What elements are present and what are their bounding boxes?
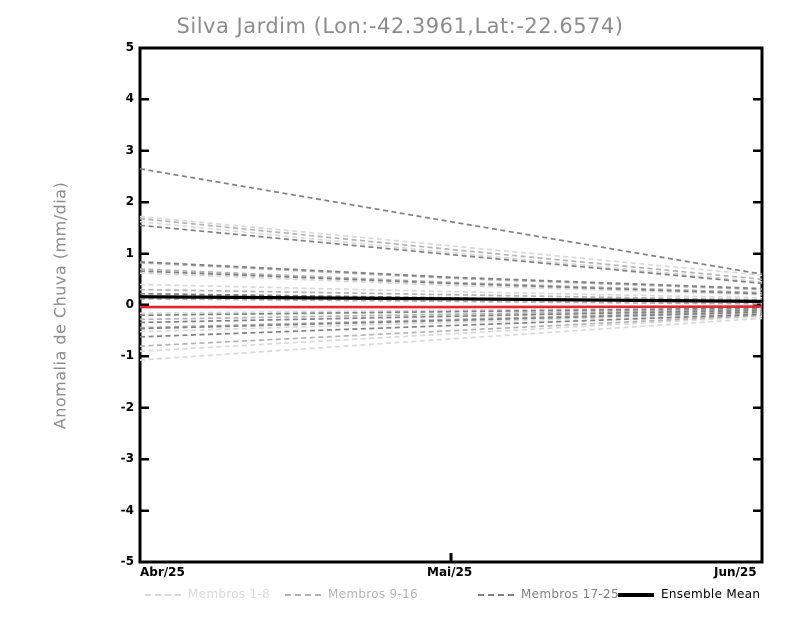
legend-swatch-icon bbox=[285, 594, 321, 596]
y-tick-label: -2 bbox=[120, 399, 134, 414]
series-line bbox=[139, 311, 763, 330]
x-tick-label: Abr/25 bbox=[140, 565, 185, 579]
series-line bbox=[139, 317, 763, 361]
y-tick-label: -3 bbox=[120, 451, 134, 466]
series-line bbox=[139, 306, 763, 315]
x-tick-label: Jun/25 bbox=[714, 565, 757, 579]
series-line bbox=[139, 307, 763, 317]
series-line bbox=[139, 167, 763, 275]
chart-legend: Membros 1-8 Membros 9-16 Membros 17-25 Ense… bbox=[0, 585, 800, 605]
series-line bbox=[139, 283, 763, 299]
plot-frame bbox=[138, 46, 764, 564]
legend-label: Ensemble Mean bbox=[661, 587, 761, 601]
series-line bbox=[139, 270, 763, 295]
legend-item[interactable]: Membros 17-25 bbox=[478, 585, 619, 603]
series-line bbox=[139, 268, 763, 294]
series-line bbox=[139, 272, 763, 296]
y-tick-label: 3 bbox=[125, 142, 134, 157]
series-line bbox=[139, 315, 763, 353]
series-line bbox=[139, 260, 763, 290]
series-line bbox=[139, 262, 763, 291]
y-tick-label: -5 bbox=[120, 554, 134, 568]
series-line bbox=[139, 309, 763, 324]
y-tick-label: -1 bbox=[120, 348, 134, 363]
legend-item[interactable]: Membros 1-8 bbox=[145, 585, 270, 603]
y-tick-label: 4 bbox=[125, 91, 134, 106]
legend-item[interactable]: Membros 9-16 bbox=[285, 585, 418, 603]
series-line bbox=[139, 220, 763, 283]
series-line bbox=[139, 295, 763, 304]
series-group bbox=[139, 167, 763, 361]
y-axis-tick-labels: 5 4 3 2 1 0 -1 -2 -3 -4 -5 bbox=[104, 0, 134, 618]
legend-label: Membros 17-25 bbox=[521, 587, 619, 601]
legend-item[interactable]: Ensemble Mean bbox=[618, 585, 760, 603]
series-line bbox=[140, 305, 763, 309]
legend-label: Membros 9-16 bbox=[328, 587, 418, 601]
series-line bbox=[139, 297, 763, 305]
legend-swatch-icon bbox=[145, 594, 181, 596]
series-line bbox=[139, 314, 763, 347]
series-line bbox=[139, 217, 763, 281]
series-line bbox=[139, 288, 763, 301]
series-line bbox=[139, 292, 763, 303]
series-line bbox=[139, 310, 763, 329]
chart-title: Silva Jardim (Lon:-42.3961,Lat:-22.6574) bbox=[176, 14, 624, 38]
y-tick-label: -4 bbox=[120, 502, 134, 517]
legend-swatch-icon bbox=[618, 593, 654, 597]
series-line bbox=[139, 224, 763, 285]
series-line bbox=[139, 313, 763, 338]
legend-swatch-icon bbox=[478, 594, 514, 596]
y-tick-label: 0 bbox=[125, 297, 134, 311]
series-line bbox=[139, 308, 763, 321]
legend-label: Membros 1-8 bbox=[188, 587, 271, 601]
y-tick-label: 1 bbox=[125, 245, 134, 260]
series-line bbox=[139, 215, 763, 277]
y-tick-label: 2 bbox=[125, 194, 134, 209]
y-axis-label: Anomalia de Chuva (mm/dia) bbox=[50, 181, 70, 430]
y-tick-label: 5 bbox=[125, 40, 134, 54]
series-line bbox=[139, 312, 763, 333]
x-tick-label: Mai/25 bbox=[427, 565, 473, 579]
